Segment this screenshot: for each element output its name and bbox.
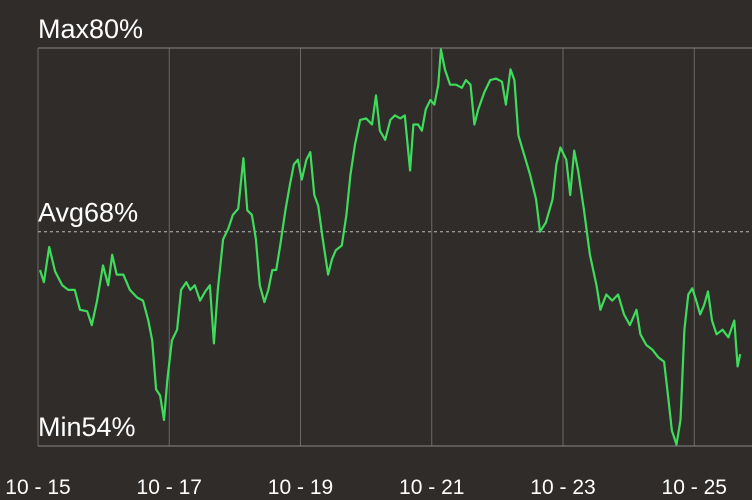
y-tick-label: Max80% [38, 14, 143, 44]
x-tick-label: 10 - 15 [5, 476, 70, 499]
y-tick-label: Min54% [38, 412, 136, 442]
x-tick-label: 10 - 21 [399, 476, 464, 499]
x-tick-label: 10 - 25 [662, 476, 727, 499]
data-line [38, 48, 742, 446]
y-tick-label: Avg68% [38, 198, 138, 228]
x-tick-label: 10 - 17 [137, 476, 202, 499]
x-tick-label: 10 - 23 [530, 476, 595, 499]
x-tick-label: 10 - 19 [268, 476, 333, 499]
